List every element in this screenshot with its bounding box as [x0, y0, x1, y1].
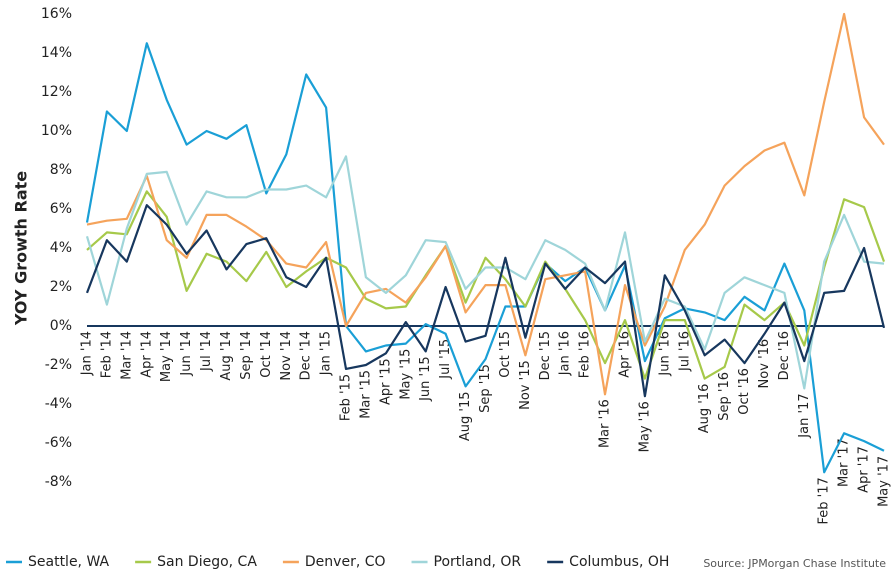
- series-line: [86, 190, 886, 380]
- x-tick-label: Oct '14: [259, 331, 274, 378]
- y-tick-label: 12%: [41, 84, 72, 100]
- y-tick-label: -4%: [45, 396, 72, 412]
- y-tick-label: 14%: [41, 45, 72, 61]
- y-axis-label: YOY Growth Rate: [12, 171, 31, 326]
- source-note: Source: JPMorgan Chase Institute: [703, 557, 886, 570]
- x-tick-label: Dec '16: [777, 331, 792, 380]
- x-tick-label: Dec '14: [299, 331, 314, 380]
- x-tick-label: Oct '16: [737, 368, 752, 415]
- y-tick-label: 2%: [50, 279, 72, 295]
- y-tick-label: 0%: [50, 318, 72, 334]
- x-tick-label: Dec '15: [538, 331, 553, 380]
- x-tick-label: Feb '15: [339, 374, 354, 421]
- x-tick-label: Jan '14: [80, 331, 95, 376]
- legend-label: San Diego, CA: [157, 554, 257, 570]
- x-tick-label: Sep '14: [239, 331, 254, 380]
- x-tick-label: Jul '14: [199, 331, 214, 372]
- x-tick-label: Jan '17: [797, 393, 812, 438]
- x-tick-label: Nov '16: [757, 339, 772, 389]
- series-line: [85, 204, 886, 398]
- x-tick-label: Jun '16: [657, 331, 672, 377]
- x-tick-label: Jun '15: [418, 356, 433, 402]
- legend-label: Columbus, OH: [569, 554, 669, 570]
- x-tick-label: May '16: [637, 401, 652, 452]
- y-tick-label: 16%: [41, 6, 72, 22]
- y-tick-label: 4%: [50, 240, 72, 256]
- x-tick-label: Feb '17: [817, 477, 832, 524]
- x-tick-label: Jun '14: [179, 331, 194, 377]
- x-tick-label: Aug '16: [697, 384, 712, 434]
- x-tick-label: Apr '15: [378, 358, 393, 405]
- y-tick-label: -8%: [45, 474, 72, 490]
- x-tick-label: Jul '15: [438, 339, 453, 380]
- x-tick-label: Apr '17: [857, 446, 872, 493]
- y-tick-label: 10%: [41, 123, 72, 139]
- legend-label: Denver, CO: [305, 554, 386, 570]
- series-line: [85, 42, 885, 474]
- x-tick-label: Mar '16: [598, 399, 613, 448]
- x-tick-label: Sep '16: [717, 372, 732, 421]
- x-tick-label: Mar '14: [119, 331, 134, 380]
- x-tick-label: Feb '14: [99, 331, 114, 378]
- y-tick-label: 6%: [50, 201, 72, 217]
- series-line: [86, 12, 885, 396]
- x-tick-label: Nov '15: [518, 360, 533, 410]
- x-tick-label: Sep '15: [478, 364, 493, 413]
- x-tick-label: Mar '15: [358, 370, 373, 419]
- x-tick-label: Jan '15: [319, 331, 334, 376]
- x-tick-label: May '15: [398, 349, 413, 400]
- x-tick-label: Feb '16: [578, 331, 593, 378]
- x-tick-label: Apr '14: [139, 331, 154, 378]
- x-tick-label: Jul '16: [677, 331, 692, 372]
- legend-label: Seattle, WA: [28, 554, 110, 570]
- x-tick-label: Oct '15: [498, 331, 513, 378]
- x-tick-label: May '14: [159, 331, 174, 382]
- x-tick-label: May '17: [877, 456, 892, 507]
- x-tick-label: Aug '15: [458, 391, 473, 441]
- series-line: [85, 155, 885, 390]
- y-tick-label: -2%: [45, 357, 72, 373]
- x-tick-label: Mar '17: [837, 438, 852, 487]
- x-tick-label: Jan '16: [558, 331, 573, 376]
- x-tick-label: Apr '16: [617, 331, 632, 378]
- legend-label: Portland, OR: [434, 554, 522, 570]
- y-tick-label: 8%: [50, 162, 72, 178]
- y-tick-label: -6%: [45, 435, 72, 451]
- x-tick-label: Nov '14: [279, 331, 294, 381]
- x-tick-label: Aug '14: [219, 331, 234, 381]
